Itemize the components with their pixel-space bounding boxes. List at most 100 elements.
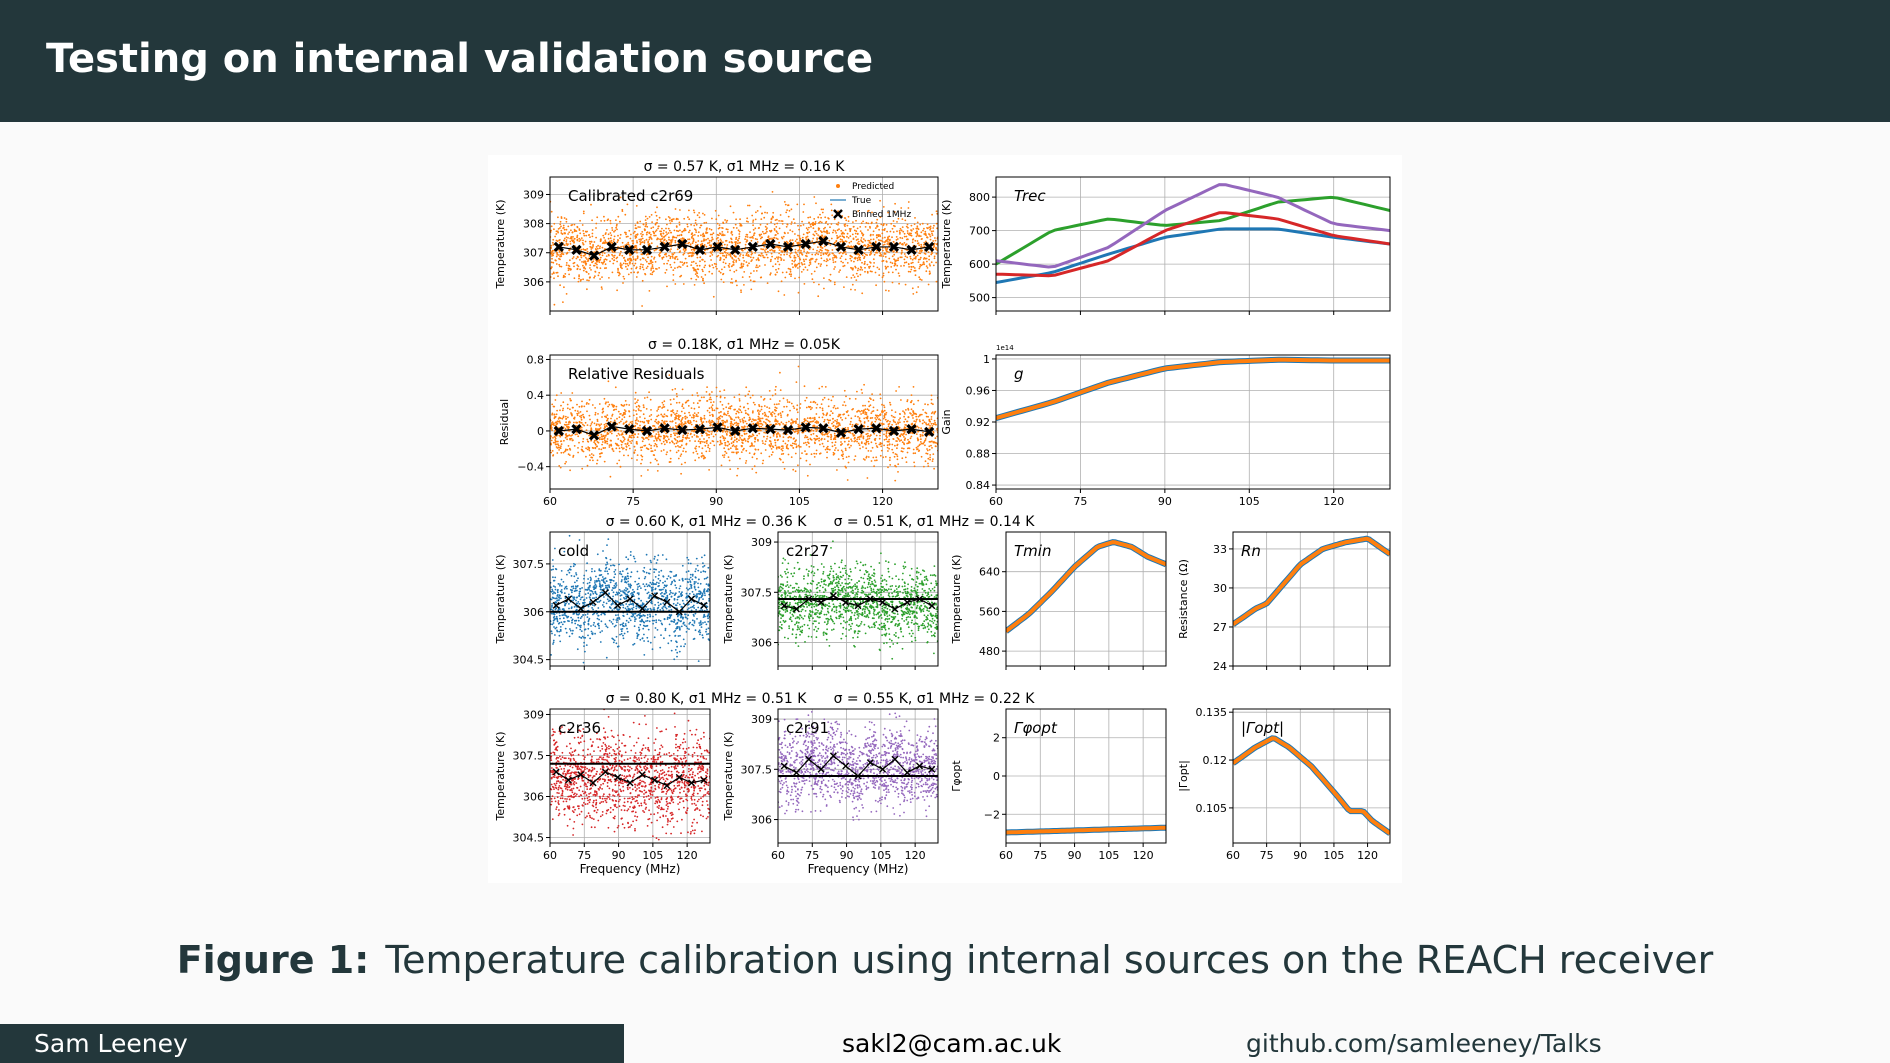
scatter-point	[860, 267, 863, 269]
scatter-point	[777, 232, 779, 235]
scatter-point	[796, 411, 799, 414]
scatter-point	[625, 265, 627, 268]
scatter-point	[703, 282, 705, 285]
scatter-point	[738, 399, 741, 402]
scatter-point	[753, 232, 756, 235]
scatter-point	[628, 415, 631, 418]
scatter-point	[611, 227, 613, 229]
scatter-point	[563, 217, 566, 219]
scatter-point	[884, 413, 886, 415]
scatter-point	[866, 438, 869, 440]
scatter-point	[805, 237, 807, 239]
scatter-point	[870, 222, 873, 225]
scatter-point	[618, 416, 621, 419]
scatter-point	[690, 407, 693, 409]
scatter-point	[582, 212, 585, 215]
scatter-point	[691, 252, 694, 255]
scatter-point	[836, 229, 839, 232]
scatter-point	[776, 218, 778, 221]
scatter-point	[871, 417, 874, 419]
scatter-point	[844, 417, 847, 420]
scatter-point	[636, 241, 638, 244]
scatter-point	[705, 245, 708, 248]
scatter-point	[835, 239, 838, 242]
scatter-point	[925, 422, 927, 424]
scatter-point	[563, 244, 566, 246]
scatter-point	[760, 405, 763, 408]
binned-marker	[553, 241, 564, 253]
scatter-point	[575, 421, 577, 424]
scatter-point	[693, 412, 696, 414]
scatter-point	[572, 256, 575, 258]
scatter-point	[869, 254, 871, 256]
scatter-point	[582, 254, 585, 257]
scatter-point	[800, 249, 802, 252]
scatter-point	[684, 401, 687, 404]
scatter-point	[826, 249, 829, 252]
scatter-point	[904, 418, 907, 421]
scatter-point	[726, 228, 729, 231]
scatter-point	[826, 259, 829, 262]
scatter-point	[563, 439, 565, 442]
scatter-point	[925, 415, 928, 418]
scatter-point	[625, 236, 628, 238]
scatter-point	[888, 435, 891, 437]
scatter-point	[828, 232, 830, 234]
scatter-point	[821, 409, 824, 412]
scatter-point	[751, 468, 754, 470]
scatter-point	[731, 265, 733, 268]
scatter-point	[617, 432, 620, 435]
scatter-point	[655, 418, 657, 421]
scatter-point	[818, 283, 820, 286]
scatter-point	[686, 265, 689, 268]
scatter-point	[559, 409, 561, 412]
scatter-point	[780, 250, 783, 252]
scatter-point	[745, 252, 748, 255]
scatter-point	[805, 238, 808, 241]
scatter-point	[576, 414, 579, 417]
scatter-point	[701, 447, 704, 450]
scatter-point	[666, 262, 668, 265]
scatter-point	[725, 254, 728, 257]
scatter-point	[853, 434, 856, 437]
scatter-point	[899, 227, 902, 230]
scatter-point	[839, 269, 841, 272]
scatter-point	[833, 405, 836, 407]
scatter-point	[668, 219, 671, 222]
scatter-point	[650, 409, 652, 411]
scatter-point	[674, 418, 676, 421]
scatter-point	[723, 389, 726, 391]
scatter-point	[861, 269, 864, 271]
scatter-point	[769, 249, 772, 252]
scatter-point	[701, 258, 703, 261]
scatter-point	[619, 196, 622, 199]
scatter-point	[559, 223, 562, 226]
scatter-point	[733, 254, 735, 257]
scatter-point	[598, 247, 601, 250]
scatter-point	[573, 445, 576, 447]
scatter-point	[766, 227, 768, 229]
scatter-point	[776, 436, 778, 438]
scatter-point	[864, 408, 867, 411]
scatter-point	[673, 437, 676, 440]
scatter-point	[833, 432, 836, 435]
scatter-point	[778, 403, 780, 405]
scatter-point	[799, 252, 801, 254]
scatter-point	[830, 410, 832, 413]
scatter-point	[868, 430, 871, 432]
scatter-point	[856, 232, 859, 235]
scatter-point	[786, 241, 789, 244]
scatter-point	[821, 385, 823, 388]
scatter-point	[569, 259, 571, 262]
scatter-point	[557, 444, 560, 447]
scatter-point	[711, 430, 713, 433]
scatter-point	[616, 260, 618, 263]
scatter-point	[770, 442, 772, 445]
scatter-point	[864, 443, 867, 446]
scatter-point	[867, 209, 870, 212]
scatter-point	[892, 438, 895, 440]
scatter-point	[745, 422, 748, 425]
scatter-point	[674, 422, 677, 424]
scatter-point	[778, 434, 781, 436]
scatter-point	[751, 394, 754, 397]
